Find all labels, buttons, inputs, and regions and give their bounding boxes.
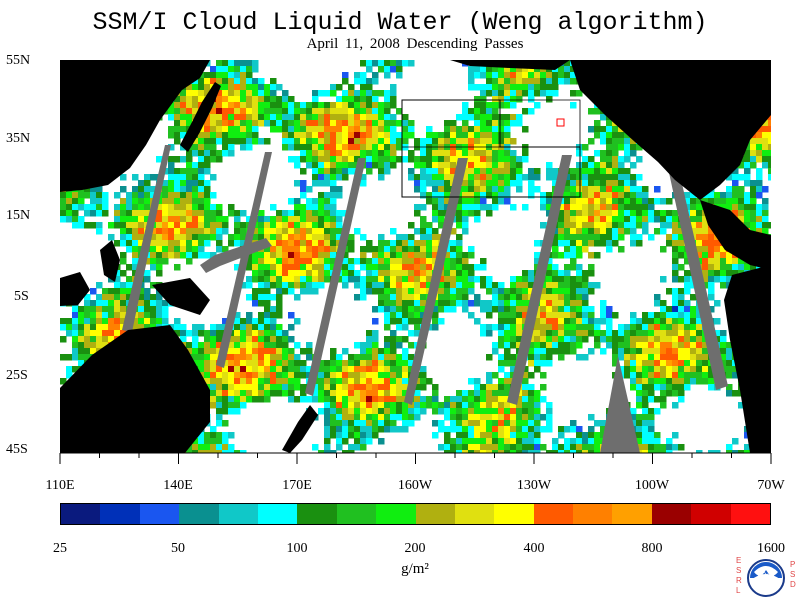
lat-label-45s: 45S (6, 442, 28, 457)
land-philippines (100, 240, 120, 282)
colorbar-segment (651, 504, 692, 524)
colorbar-segment (612, 504, 652, 524)
land-australia (60, 325, 210, 453)
colorbar-label-100: 100 (286, 541, 308, 556)
longitude-ticks (59, 452, 772, 464)
land-asia (60, 60, 210, 192)
lon-label-130w: 130W (516, 478, 552, 493)
colorbar (60, 503, 771, 525)
land-borneo (60, 272, 90, 306)
colorbar-segment (376, 504, 416, 524)
swath-gap (668, 166, 728, 390)
swath-gap (600, 356, 640, 453)
swath-gap (507, 155, 572, 405)
land-central-america (700, 200, 771, 270)
land-newzealand (282, 405, 318, 453)
land-newguinea (152, 278, 210, 315)
lat-label-15n: 15N (6, 208, 31, 223)
lon-label-170e: 170E (282, 478, 312, 493)
colorbar-segment (415, 504, 455, 524)
land-japan (180, 82, 221, 152)
lat-label-35n: 35N (6, 131, 31, 146)
colorbar-segment (218, 504, 258, 524)
colorbar-segment (533, 504, 574, 524)
colorbar-label-800: 800 (641, 541, 663, 556)
lon-label-160w: 160W (397, 478, 433, 493)
lon-label-100w: 100W (634, 478, 670, 493)
colorbar-segment (61, 504, 101, 524)
colorbar-label-200: 200 (404, 541, 426, 556)
units-label: g/m² (401, 561, 429, 577)
logo-letters-right: P S D (790, 560, 796, 589)
colorbar-segment (494, 504, 534, 524)
noaa-emblem-icon: NOAA (747, 559, 785, 597)
land-masses (60, 60, 771, 453)
lat-label-5s: 5S (14, 289, 29, 304)
map-canvas (60, 60, 771, 453)
map-title: SSM/I Cloud Liquid Water (Weng algorithm… (92, 8, 708, 37)
colorbar-segment (257, 504, 298, 524)
colorbar-label-25: 25 (53, 541, 67, 556)
land-south-america (724, 265, 771, 453)
swath-gap (305, 158, 366, 396)
swath-gap (122, 145, 171, 332)
logo-letters-left: E S R L (736, 556, 742, 595)
region-box (401, 99, 581, 198)
swath-gap (200, 238, 272, 273)
swath-gaps (122, 145, 728, 453)
colorbar-label-400: 400 (523, 541, 545, 556)
colorbar-segment (336, 504, 377, 524)
lon-label-110e: 110E (45, 478, 75, 493)
land-north-america (570, 60, 771, 200)
lon-label-140e: 140E (163, 478, 193, 493)
lat-label-55n: 55N (6, 53, 31, 68)
colorbar-segment (573, 504, 613, 524)
colorbar-segment (691, 504, 731, 524)
land-alaska (450, 60, 570, 70)
swath-gap (216, 152, 272, 368)
colorbar-label-50: 50 (171, 541, 185, 556)
esrl-psd-logo: E S R L NOAA P S D (734, 556, 796, 598)
lat-label-25s: 25S (6, 368, 28, 383)
lon-label-70w: 70W (757, 478, 785, 493)
colorbar-segment (454, 504, 495, 524)
location-marker (556, 118, 565, 127)
colorbar-label-1600: 1600 (757, 541, 785, 556)
colorbar-segment (100, 504, 140, 524)
map-subtitle: April 11, 2008 Descending Passes (306, 36, 524, 52)
region-box-cut (402, 99, 581, 148)
colorbar-segment (139, 504, 180, 524)
cloud-water-map (60, 60, 771, 453)
colorbar-segment (179, 504, 219, 524)
swath-gap (404, 158, 468, 405)
colorbar-segment (297, 504, 337, 524)
colorbar-segment (730, 504, 771, 524)
